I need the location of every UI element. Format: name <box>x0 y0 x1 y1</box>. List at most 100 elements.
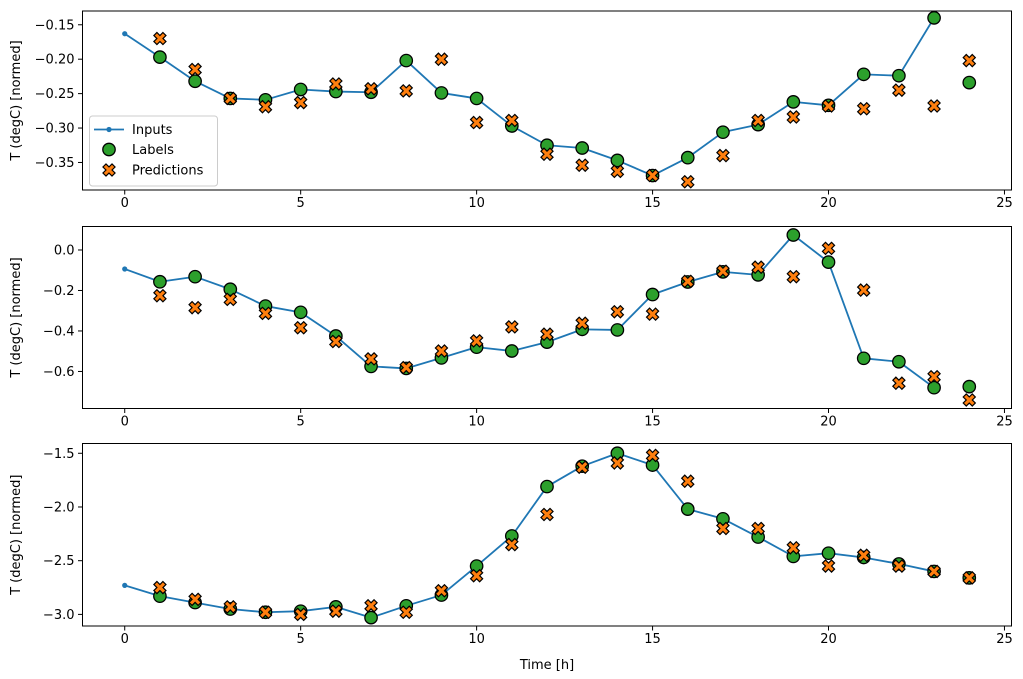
prediction-x-marker <box>504 320 519 334</box>
prediction-x-marker <box>645 168 660 183</box>
label-circle-marker <box>153 50 167 64</box>
label-circle-marker <box>153 274 167 289</box>
label-circle-marker <box>434 86 449 100</box>
prediction-x-marker <box>364 352 378 366</box>
prediction-x-marker <box>821 559 836 573</box>
axes-frame <box>82 226 1012 409</box>
prediction-x-marker <box>188 62 203 77</box>
legend-item: Predictions <box>102 163 204 179</box>
x-tick-label: 25 <box>996 632 1013 647</box>
legend-label: Predictions <box>132 164 204 179</box>
prediction-x-marker <box>293 95 308 110</box>
prediction-x-marker <box>188 592 203 607</box>
y-tick-label: −0.25 <box>35 87 75 102</box>
y-tick-label: −3.0 <box>43 608 75 623</box>
prediction-x-marker <box>751 260 766 275</box>
prediction-x-marker <box>258 306 273 321</box>
prediction-x-marker <box>153 31 167 46</box>
prediction-x-marker <box>328 77 343 91</box>
y-tick-label: −0.30 <box>35 122 75 137</box>
label-circle-marker <box>716 125 730 140</box>
label-circle-marker <box>962 379 977 394</box>
prediction-x-marker <box>786 540 801 555</box>
legend: Inputs Labels Predictions <box>89 115 218 187</box>
prediction-x-marker <box>680 274 695 289</box>
prediction-x-marker <box>962 570 977 585</box>
label-circle-marker <box>962 75 977 90</box>
legend-inputs-dot <box>106 126 112 133</box>
label-circle-marker <box>786 228 801 242</box>
prediction-x-marker <box>610 456 625 470</box>
label-circle-marker <box>892 354 906 369</box>
x-tick-label: 20 <box>820 415 837 430</box>
prediction-x-marker <box>434 583 449 598</box>
y-tick-label: −0.35 <box>35 156 75 171</box>
prediction-x-marker <box>716 148 730 163</box>
axes-frame <box>82 443 1012 627</box>
subplot-2: 0 5 10 15 20 25 0.0 −0.2 −0.4 −0.6 T (degC) [norme… <box>9 226 1013 430</box>
y-tick-label: −2.5 <box>43 554 75 569</box>
prediction-x-marker <box>540 507 554 522</box>
prediction-x-marker <box>328 334 343 349</box>
x-tick-label: 15 <box>644 196 661 211</box>
prediction-x-marker <box>751 521 766 536</box>
prediction-x-marker <box>927 564 941 579</box>
prediction-x-marker <box>751 113 766 128</box>
prediction-x-marker <box>786 269 801 284</box>
prediction-x-marker <box>821 99 836 113</box>
inputs-dot-marker <box>122 31 128 37</box>
label-circle-marker <box>645 287 660 302</box>
label-circle-marker <box>364 610 378 625</box>
label-circle-marker <box>504 344 519 358</box>
prediction-x-marker <box>434 344 449 358</box>
x-tick-label: 10 <box>468 632 485 647</box>
subplot-3: 0 5 10 15 20 25 −1.5 −2.0 −2.5 −3.0 T (degC) [norm… <box>9 443 1013 647</box>
prediction-x-marker <box>434 52 449 67</box>
x-tick-label: 0 <box>121 196 129 211</box>
prediction-x-marker <box>575 460 590 475</box>
y-axis-label: T (degC) [normed] <box>9 475 24 596</box>
prediction-x-marker <box>469 115 484 130</box>
prediction-x-marker <box>927 99 941 113</box>
prediction-x-marker <box>364 598 378 613</box>
y-tick-label: −0.2 <box>43 284 75 299</box>
label-circle-marker <box>223 282 238 297</box>
prediction-x-marker <box>610 164 625 179</box>
series-predictions <box>153 31 977 189</box>
x-tick-label: 10 <box>468 415 485 430</box>
prediction-x-marker <box>856 283 871 297</box>
prediction-x-marker <box>399 605 414 620</box>
y-axis-label: T (degC) [normed] <box>9 257 24 378</box>
y-tick-label: 0.0 <box>54 243 75 258</box>
legend-label: Inputs <box>132 123 173 138</box>
prediction-x-marker <box>856 101 871 116</box>
label-circle-marker <box>856 67 871 82</box>
label-circle-marker <box>680 150 695 165</box>
y-axis-label: T (degC) [normed] <box>9 40 24 161</box>
x-tick-label: 5 <box>297 196 305 211</box>
label-circle-marker <box>680 502 695 516</box>
inputs-dot-marker <box>122 582 128 588</box>
prediction-x-marker <box>575 316 590 331</box>
label-circle-marker <box>610 323 625 337</box>
prediction-x-marker <box>504 113 519 128</box>
prediction-x-marker <box>153 288 167 303</box>
prediction-x-marker <box>962 53 977 68</box>
prediction-x-marker <box>716 264 730 279</box>
x-tick-label: 15 <box>644 415 661 430</box>
legend-item: Inputs <box>94 123 173 138</box>
label-circle-marker <box>540 479 554 494</box>
label-circle-marker <box>188 269 202 284</box>
y-tick-label: −0.6 <box>43 365 75 380</box>
prediction-x-marker <box>856 548 871 563</box>
legend-frame <box>89 115 218 187</box>
label-circle-marker <box>821 546 836 561</box>
prediction-x-marker <box>927 369 941 384</box>
x-tick-label: 20 <box>820 196 837 211</box>
x-tick-label: 5 <box>297 632 305 647</box>
axes-frame <box>82 10 1012 191</box>
prediction-x-marker <box>258 99 273 114</box>
y-tick-label: −0.15 <box>35 18 75 33</box>
prediction-x-marker <box>891 559 906 573</box>
